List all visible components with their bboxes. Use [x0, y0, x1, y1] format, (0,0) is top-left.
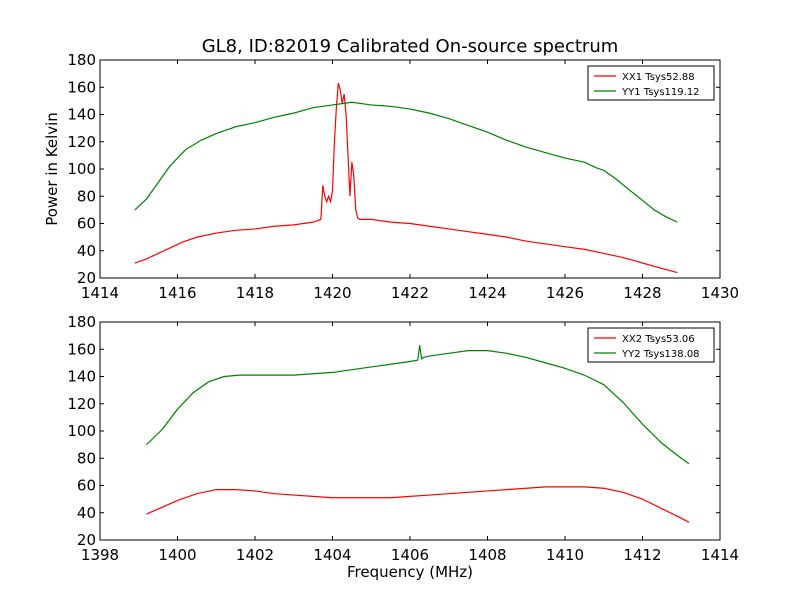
x-tick-label: 1404 [313, 546, 351, 564]
x-tick-label: 1402 [236, 546, 274, 564]
x-tick-label: 1412 [623, 546, 661, 564]
bottom-panel: 1398 1400 1402 1404 1406 1408 1410 1412 1414 20 40… [67, 313, 739, 564]
y-axis-label: Power in Kelvin [43, 112, 61, 226]
y-tick-label: 60 [77, 215, 96, 233]
y-tick-label: 160 [67, 340, 96, 358]
series-line-1 [146, 486, 690, 523]
x-tick-label: 1408 [468, 546, 506, 564]
x-tick-label: 1398 [81, 546, 119, 564]
x-tick-label: 1424 [468, 284, 506, 302]
y-tick-label: 140 [67, 368, 96, 386]
y-tick-label: 20 [77, 269, 96, 287]
y-tick-label: 80 [77, 187, 96, 205]
top-panel: 1414 1416 1418 1420 1422 1424 1426 1428 1430 20 40… [67, 51, 739, 302]
y-tick-label: 180 [67, 51, 96, 69]
x-tick-label: 1422 [391, 284, 429, 302]
x-tick-label: 1426 [546, 284, 584, 302]
legend-label-2: YY1 Tsys119.12 [621, 87, 700, 98]
y-tick-label: 180 [67, 313, 96, 331]
figure-title: GL8, ID:82019 Calibrated On-source spect… [202, 36, 619, 57]
y-tick-label: 40 [77, 242, 96, 260]
y-tick-label: 20 [77, 531, 96, 549]
legend: XX2 Tsys53.06 YY2 Tsys138.08 [587, 327, 715, 363]
legend-box [587, 65, 715, 101]
x-tick-label: 1416 [158, 284, 196, 302]
x-tick-label: 1414 [81, 284, 119, 302]
x-tick-label: 1406 [391, 546, 429, 564]
axes-frame [99, 321, 721, 541]
y-tick-label: 100 [67, 160, 96, 178]
x-tick-label: 1418 [236, 284, 274, 302]
x-tick-label: 1430 [701, 284, 739, 302]
series-line-2 [134, 101, 678, 223]
x-tick-label: 1420 [313, 284, 351, 302]
y-tick-label: 120 [67, 395, 96, 413]
series-line-2 [146, 345, 690, 465]
legend-box [587, 327, 715, 363]
axes-frame [99, 59, 721, 279]
x-tick-label: 1410 [546, 546, 584, 564]
x-tick-label: 1400 [158, 546, 196, 564]
y-tick-label: 40 [77, 504, 96, 522]
legend: XX1 Tsys52.88 YY1 Tsys119.12 [587, 65, 715, 101]
legend-label-1: XX1 Tsys52.88 [622, 72, 695, 83]
x-tick-label: 1414 [701, 546, 739, 564]
y-tick-label: 80 [77, 449, 96, 467]
y-tick-label: 100 [67, 422, 96, 440]
y-tick-label: 60 [77, 477, 96, 495]
x-tick-label: 1428 [623, 284, 661, 302]
legend-label-2: YY2 Tsys138.08 [621, 349, 700, 360]
y-tick-label: 160 [67, 78, 96, 96]
series-line-1 [134, 82, 678, 274]
x-axis-label: Frequency (MHz) [347, 563, 473, 581]
y-tick-label: 140 [67, 106, 96, 124]
legend-label-1: XX2 Tsys53.06 [622, 334, 695, 345]
y-tick-label: 120 [67, 133, 96, 151]
